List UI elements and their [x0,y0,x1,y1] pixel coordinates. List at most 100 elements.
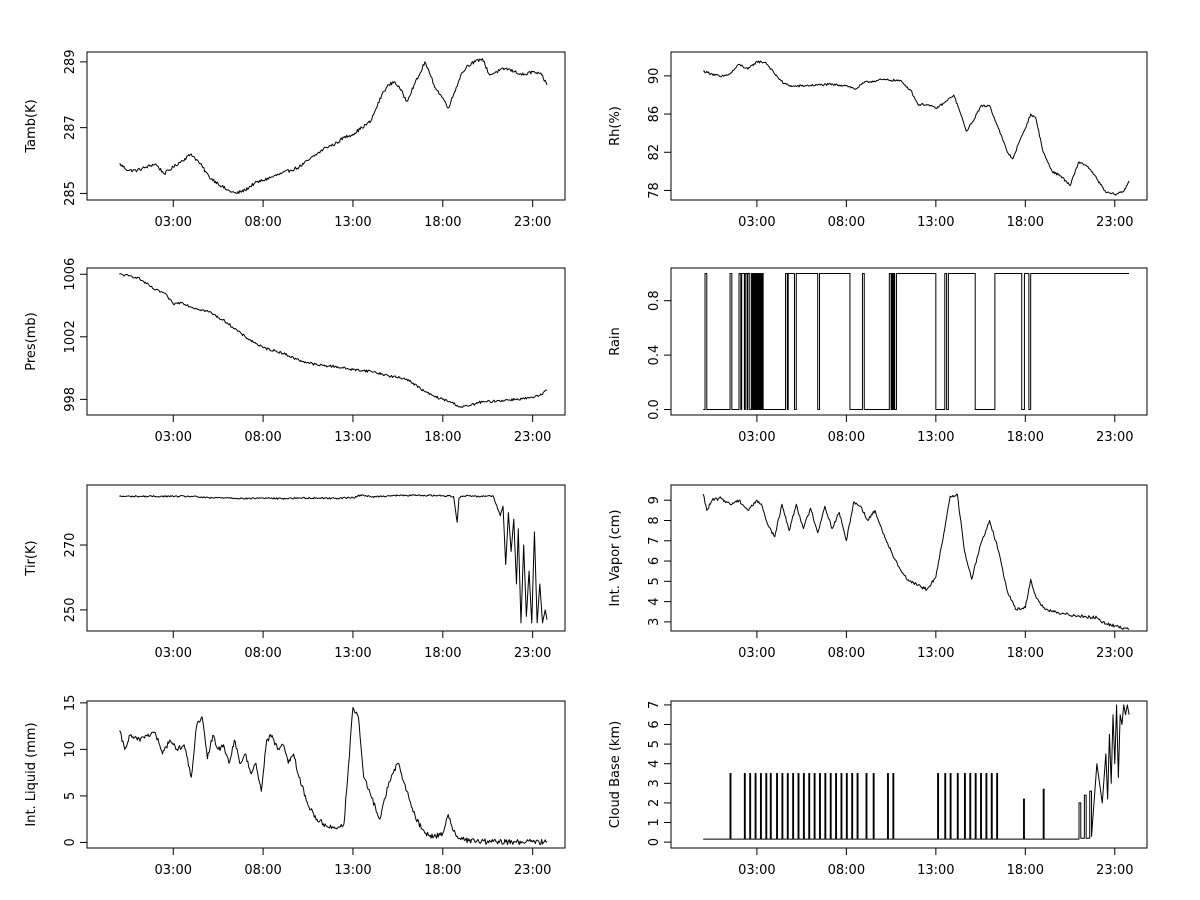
x-tick-label: 18:00 [424,430,461,445]
x-tick-label: 08:00 [828,646,865,661]
x-tick-label: 23:00 [514,646,551,661]
y-axis-title: Int. Liquid (mm) [24,722,39,826]
y-tick-label: 86 [647,106,662,123]
x-tick-label: 18:00 [1007,215,1044,230]
x-tick-label: 08:00 [828,215,865,230]
panel-pres: 03:00 08:00 13:00 18:00 23:00 998 1002 1006 Pres… [24,258,566,445]
series-line-cloudbase [703,704,1130,840]
y-tick-label: 287 [63,115,78,140]
x-tick-label: 03:00 [738,430,775,445]
series-line-tir [119,494,548,624]
x-tick-label: 08:00 [828,430,865,445]
y-axis-title: Pres(mb) [24,312,39,371]
x-tick-label: 23:00 [514,430,551,445]
plot-frame [670,267,1148,416]
x-tick-label: 18:00 [1007,430,1044,445]
y-tick-label: 6 [647,720,662,728]
x-tick-label: 08:00 [828,863,865,878]
plot-frame [670,51,1148,201]
x-tick-label: 18:00 [424,646,461,661]
y-tick-label: 90 [647,68,662,85]
x-tick-label: 23:00 [514,215,551,230]
x-tick-label: 13:00 [917,215,954,230]
panel-tir: 03:00 08:00 13:00 18:00 23:00 250 270 Tir(K) [24,484,566,661]
y-tick-label: 0 [647,838,662,846]
y-tick-label: 289 [63,49,78,74]
plot-frame [670,700,1148,849]
plot-frame [670,484,1148,632]
y-tick-label: 78 [647,182,662,199]
panel-vapor: 03:00 08:00 13:00 18:00 23:00 3 4 5 6 7 8 9 Int. Vap… [608,484,1148,661]
y-tick-label: 4 [647,597,662,605]
x-tick-label: 23:00 [1096,863,1133,878]
x-tick-label: 13:00 [334,646,371,661]
y-tick-label: 3 [647,779,662,787]
y-tick-label: 270 [63,533,78,558]
x-tick-label: 18:00 [424,215,461,230]
x-tick-label: 03:00 [155,646,192,661]
y-tick-label: 7 [647,537,662,545]
x-tick-label: 13:00 [917,646,954,661]
y-tick-label: 5 [63,792,78,800]
y-tick-label: 0 [63,838,78,846]
y-tick-label: 0.0 [647,399,662,420]
y-axis-title: Rh(%) [608,106,623,146]
y-axis-title: Cloud Base (km) [608,721,623,828]
x-tick-label: 03:00 [738,646,775,661]
series-line-rain [703,272,1130,411]
y-tick-label: 1006 [63,258,78,291]
x-tick-label: 23:00 [1096,646,1133,661]
plot-frame [86,700,566,849]
x-tick-label: 03:00 [738,863,775,878]
x-tick-label: 08:00 [244,215,281,230]
x-tick-label: 13:00 [334,215,371,230]
y-tick-label: 998 [63,387,78,412]
y-tick-label: 0.4 [647,345,662,366]
x-tick-label: 03:00 [155,863,192,878]
plot-frame [86,51,566,201]
x-tick-label: 08:00 [244,863,281,878]
y-tick-label: 82 [647,144,662,161]
y-axis-title: Tamb(K) [24,99,39,153]
x-tick-label: 13:00 [334,863,371,878]
y-tick-label: 3 [647,618,662,626]
x-tick-label: 08:00 [244,430,281,445]
x-tick-label: 03:00 [155,215,192,230]
y-tick-label: 6 [647,557,662,565]
plot-frame [86,484,566,632]
x-tick-label: 13:00 [334,430,371,445]
y-tick-label: 9 [647,496,662,504]
y-tick-label: 2 [647,799,662,807]
y-axis-title: Int. Vapor (cm) [608,510,623,607]
y-tick-label: 10 [63,741,78,758]
panel-cloudbase: 03:00 08:00 13:00 18:00 23:00 0 1 2 3 4 5 6 7 Cloud B… [608,700,1148,878]
x-tick-label: 23:00 [1096,430,1133,445]
y-axis-title: Rain [608,327,623,356]
panel-liquid: 03:00 08:00 13:00 18:00 23:00 0 5 10 15 Int. Liqu… [24,695,566,878]
x-tick-label: 23:00 [514,863,551,878]
y-axis-title: Tir(K) [24,540,39,576]
series-line-pres [119,273,548,408]
series-line-vapor [702,493,1130,630]
x-tick-label: 13:00 [917,430,954,445]
plot-frame [86,267,566,416]
y-tick-label: 4 [647,760,662,768]
y-tick-label: 5 [647,577,662,585]
y-tick-label: 1 [647,818,662,826]
y-tick-label: 285 [63,181,78,206]
panel-tamb: 03:00 08:00 13:00 18:00 23:00 285 287 289 Tamb(K… [24,49,566,230]
y-tick-label: 5 [647,740,662,748]
x-tick-label: 18:00 [1007,863,1044,878]
x-tick-label: 18:00 [424,863,461,878]
series-line-tamb [119,58,548,194]
y-tick-label: 250 [63,597,78,622]
x-tick-label: 13:00 [917,863,954,878]
y-tick-label: 8 [647,516,662,524]
panel-rain: 03:00 08:00 13:00 18:00 23:00 0.0 0.4 0.8 Rain [608,267,1148,445]
y-tick-label: 1002 [63,320,78,353]
x-tick-label: 18:00 [1007,646,1044,661]
x-tick-label: 03:00 [155,430,192,445]
series-line-rh [703,60,1130,196]
y-tick-label: 0.8 [647,290,662,311]
